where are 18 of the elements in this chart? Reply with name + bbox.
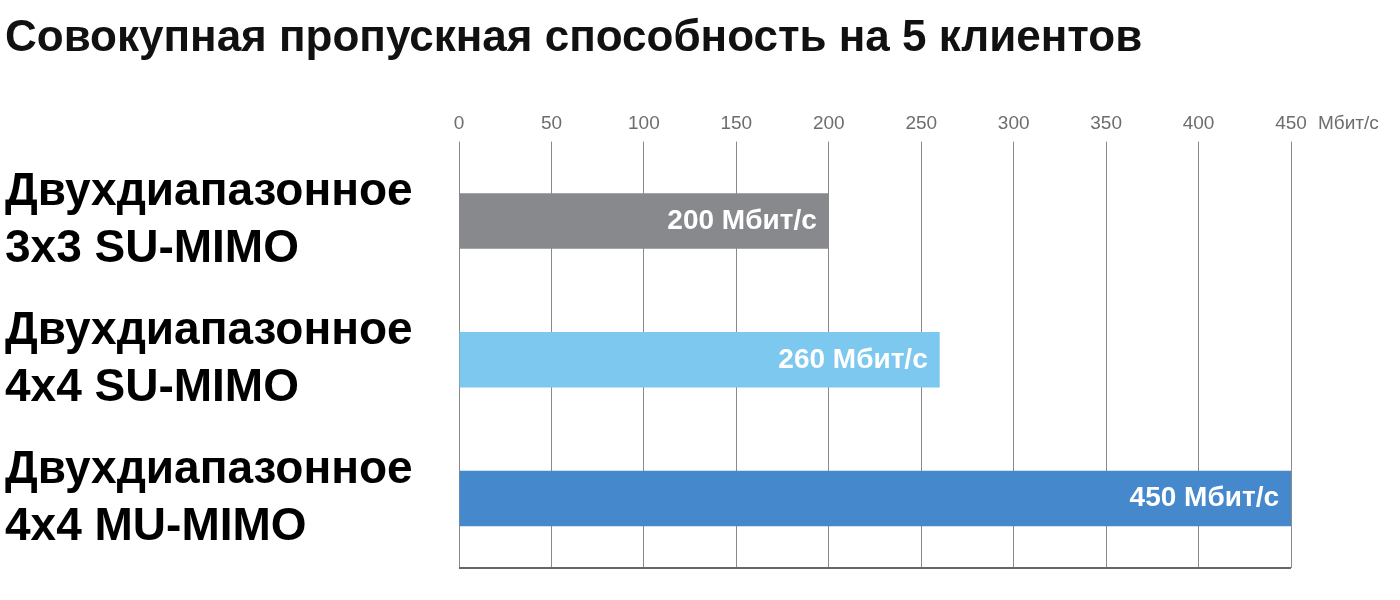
data-label: 200 Мбит/с <box>667 203 817 235</box>
x-tick-label: 400 <box>1182 112 1215 134</box>
y-tick-label: Двухдиапазонное 3x3 SU-MIMO <box>5 162 413 273</box>
x-tick-label: 50 <box>540 112 563 134</box>
y-tick-label: Двухдиапазонное 4x4 MU-MIMO <box>5 440 413 551</box>
x-axis-title: Мбит/с <box>1318 112 1379 134</box>
data-label: 260 Мбит/с <box>778 342 928 374</box>
x-tick-label: 300 <box>997 112 1030 134</box>
data-label: 450 Мбит/с <box>1129 481 1279 513</box>
x-tick-label: 200 <box>812 112 845 134</box>
x-tick-label: 350 <box>1090 112 1122 134</box>
x-tick-label: 100 <box>628 112 660 134</box>
x-tick-label: 250 <box>905 112 938 134</box>
x-tick-label: 0 <box>453 112 465 134</box>
x-tick-label: 150 <box>720 112 753 134</box>
x-tick-label: 450 <box>1275 112 1307 134</box>
chart-title: Совокупная пропускная способность на 5 клиентов <box>5 10 1143 60</box>
y-tick-label: Двухдиапазонное 4x4 SU-MIMO <box>5 301 413 412</box>
